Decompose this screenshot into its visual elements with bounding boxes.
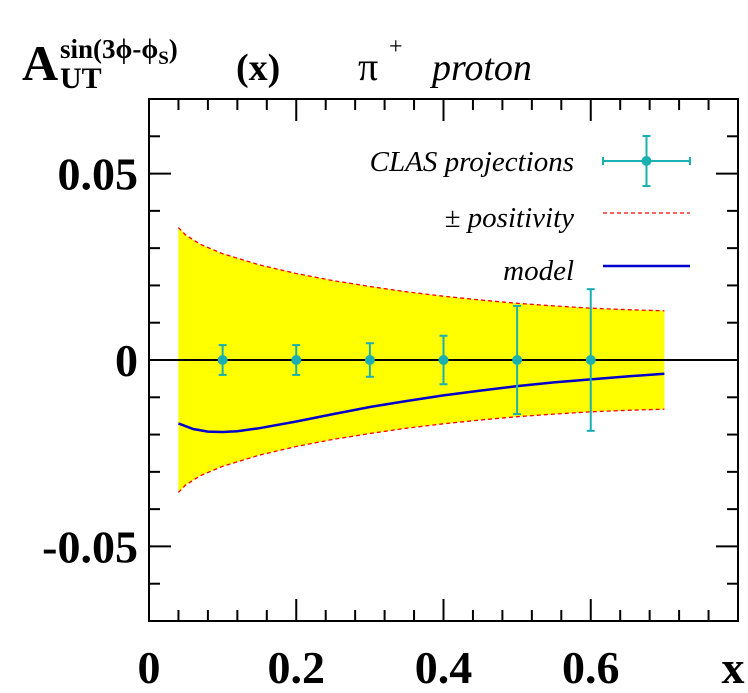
title-particle: π xyxy=(358,44,378,89)
legend-entry: ± positivity xyxy=(445,202,690,234)
data-marker xyxy=(291,355,302,365)
title-subscript: UT xyxy=(60,62,102,95)
y-tick-label: -0.05 xyxy=(42,521,138,572)
x-tick-label: 0 xyxy=(138,642,161,693)
legend-entry: CLAS projections xyxy=(370,135,691,187)
clas-projection-points xyxy=(217,288,596,432)
legend-label: ± positivity xyxy=(445,202,575,234)
x-tick-label: 0.4 xyxy=(415,642,473,693)
title-target: proton xyxy=(429,47,532,89)
data-marker xyxy=(512,355,523,365)
data-point xyxy=(585,288,596,432)
positivity-lower-edge xyxy=(177,408,665,493)
legend-label: CLAS projections xyxy=(370,146,574,178)
data-marker xyxy=(364,355,375,365)
x-tick-label: 0.6 xyxy=(562,642,620,693)
data-marker xyxy=(217,355,228,365)
axis-ticks xyxy=(148,98,739,622)
x-tick-label: 0.2 xyxy=(268,642,326,693)
legend-swatch-marker xyxy=(641,156,652,166)
legend-label: model xyxy=(503,255,574,287)
title-particle-charge: + xyxy=(389,34,403,60)
data-point xyxy=(217,344,228,376)
title-superscript: sin(3ϕ-ϕS) xyxy=(60,34,178,69)
data-marker xyxy=(585,355,596,365)
chart-title: A sin(3ϕ-ϕS) UT (x) π + proton xyxy=(22,34,532,95)
data-point xyxy=(512,304,523,416)
title-main: A xyxy=(22,35,58,91)
legend-entry: model xyxy=(503,255,690,287)
data-point xyxy=(364,342,375,378)
axis-tick-labels: 0 0.2 0.4 0.6 0.05 0 -0.05 xyxy=(42,149,619,693)
model-line xyxy=(177,372,665,434)
positivity-upper-edge xyxy=(177,227,665,312)
title-argument: (x) xyxy=(236,47,280,89)
legend: CLAS projections ± positivity model xyxy=(370,135,691,287)
x-axis-title: x xyxy=(722,642,745,693)
y-tick-label: 0 xyxy=(115,335,138,386)
data-point xyxy=(291,344,302,376)
data-point xyxy=(438,334,449,386)
model-curve xyxy=(177,372,665,434)
y-tick-label: 0.05 xyxy=(58,149,139,200)
data-marker xyxy=(438,355,449,365)
x-axis-label: x xyxy=(722,642,745,693)
